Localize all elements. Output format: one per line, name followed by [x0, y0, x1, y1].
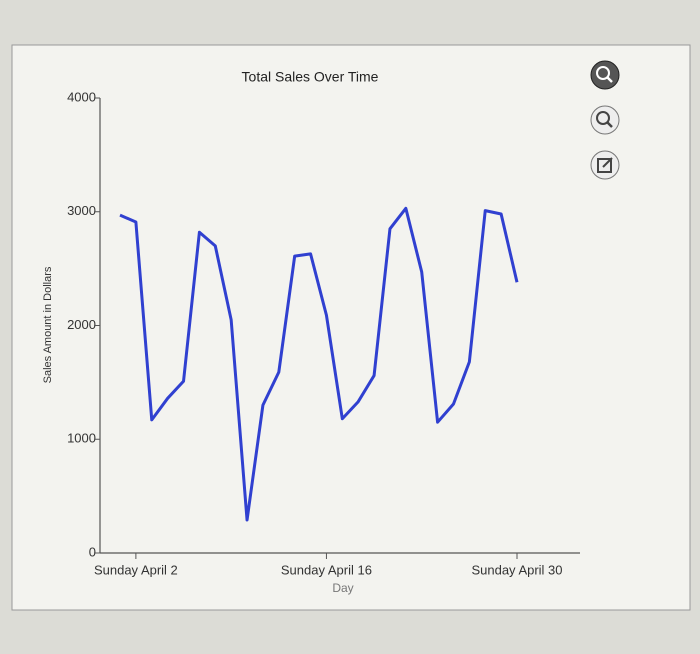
x-tick-label: Sunday April 16 [281, 562, 372, 577]
y-tick-label: 1000 [67, 431, 96, 446]
zoom-in-button[interactable] [590, 60, 620, 90]
y-tick-label: 4000 [67, 89, 96, 104]
y-tick-label: 2000 [67, 317, 96, 332]
panel [11, 44, 691, 611]
zoom-out-button[interactable] [590, 105, 620, 135]
y-axis-label: Sales Amount in Dollars [42, 266, 54, 383]
chart-title: Total Sales Over Time [242, 69, 379, 85]
x-tick-label: Sunday April 30 [471, 562, 562, 577]
y-tick-label: 3000 [67, 203, 96, 218]
x-axis-label: Day [332, 581, 353, 595]
y-tick-label: 0 [89, 544, 96, 559]
x-tick-label: Sunday April 2 [94, 562, 178, 577]
line [119, 206, 519, 522]
export-button[interactable] [590, 150, 620, 180]
